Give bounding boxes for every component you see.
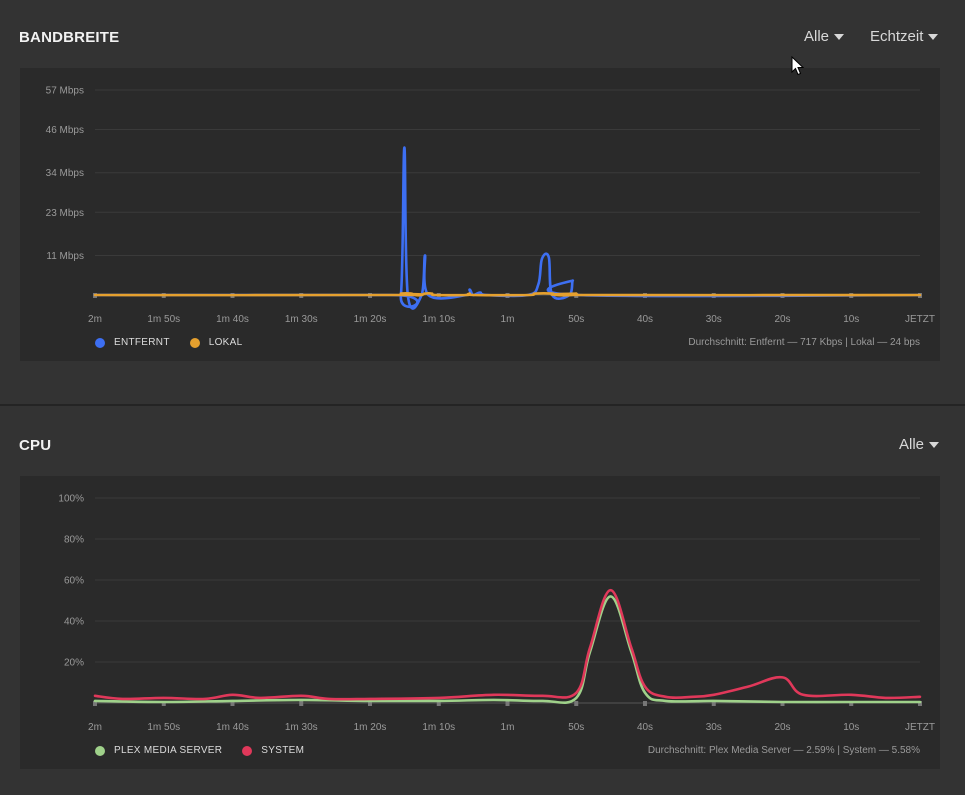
cpu-ytick-label: 40% xyxy=(64,617,84,628)
bandwidth-title: BANDBREITE xyxy=(19,29,120,46)
bandwidth-range-label: Echtzeit xyxy=(870,28,924,45)
cpu-xtick-label: 40s xyxy=(637,722,653,733)
cpu-average: Durchschnitt: Plex Media Server — 2.59% … xyxy=(647,745,920,756)
bandwidth-xtick-label: 1m 40s xyxy=(216,314,249,325)
bandwidth-section: BANDBREITE Alle Echtzeit 57 Mbps 46 Mbps 3… xyxy=(19,28,940,361)
cpu-xtick-label: 30s xyxy=(706,722,722,733)
cpu-xtick-mark xyxy=(918,701,922,706)
bandwidth-xtick-label: 40s xyxy=(637,314,653,325)
legend-dot-system xyxy=(242,745,253,756)
cpu-xtick-label: 1m 50s xyxy=(147,722,180,733)
cpu-chart-svg: 100% 80% 60% 40% 20% 2m 1m 50s 1m 40s 1m 30s 1m 2… xyxy=(58,494,935,734)
section-divider xyxy=(0,404,965,406)
cpu-xtick-label: 1m xyxy=(501,722,515,733)
chevron-down-icon xyxy=(834,34,845,40)
cpu-series-plex-media-server xyxy=(93,595,922,704)
cpu-xtick-mark xyxy=(161,701,166,706)
bandwidth-filter-dropdown[interactable]: Alle xyxy=(804,28,845,45)
cpu-ytick-label: 80% xyxy=(64,535,84,546)
cpu-xtick-label: 50s xyxy=(568,722,584,733)
cpu-ytick-label: 100% xyxy=(58,494,84,505)
bandwidth-xtick-label: 1m 50s xyxy=(147,314,180,325)
bandwidth-ytick-label: 23 Mbps xyxy=(46,208,84,219)
cpu-title: CPU xyxy=(19,437,52,454)
bandwidth-xtick-label: 1m 10s xyxy=(422,314,455,325)
cpu-xtick-label: 1m 30s xyxy=(285,722,318,733)
cpu-xtick-label: 1m 40s xyxy=(216,722,249,733)
bandwidth-series-entfernt xyxy=(93,146,922,310)
cpu-xtick-label: JETZT xyxy=(905,722,935,733)
bandwidth-series-lokal xyxy=(93,292,922,297)
cpu-ytick-label: 20% xyxy=(64,658,84,669)
cpu-series-system xyxy=(93,588,922,701)
cpu-xtick-mark xyxy=(505,701,510,706)
cpu-xtick-mark xyxy=(230,701,235,706)
legend-item-lokal[interactable]: LOKAL xyxy=(189,337,243,348)
bandwidth-average: Durchschnitt: Entfernt — 717 Kbps | Loka… xyxy=(688,337,920,348)
legend-dot-lokal xyxy=(189,337,200,348)
legend-item-entfernt[interactable]: ENTFERNT xyxy=(95,337,170,348)
chevron-down-icon xyxy=(928,34,939,40)
cpu-xtick-mark xyxy=(849,701,854,706)
cpu-section: CPU Alle 100% 80% 60% 40% 20% 2m 1m 50s 1m 40s 1… xyxy=(0,406,965,795)
bandwidth-ytick-label: 11 Mbps xyxy=(46,251,84,262)
legend-item-system[interactable]: SYSTEM xyxy=(242,745,304,756)
cpu-xtick-label: 20s xyxy=(774,722,790,733)
cpu-xtick-mark xyxy=(436,701,441,706)
cpu-xtick-mark xyxy=(780,701,785,706)
mouse-cursor-icon xyxy=(791,56,805,76)
cpu-filter-label: Alle xyxy=(899,436,925,453)
bandwidth-filter-label: Alle xyxy=(804,28,830,45)
bandwidth-range-dropdown[interactable]: Echtzeit xyxy=(870,28,939,45)
bandwidth-ytick-label: 46 Mbps xyxy=(46,125,84,136)
bandwidth-xtick-label: 1m xyxy=(501,314,515,325)
bandwidth-xtick-label: 30s xyxy=(706,314,722,325)
bandwidth-xtick-label: 1m 30s xyxy=(285,314,318,325)
bandwidth-xtick-label: JETZT xyxy=(905,314,935,325)
cpu-xtick-label: 1m 20s xyxy=(354,722,387,733)
legend-label-system: SYSTEM xyxy=(261,745,305,756)
cpu-ytick-label: 60% xyxy=(64,576,84,587)
cpu-xtick-mark xyxy=(368,701,372,706)
cpu-xtick-mark xyxy=(643,701,647,706)
cpu-chart: 100% 80% 60% 40% 20% 2m 1m 50s 1m 40s 1m 30s 1m 2… xyxy=(20,476,940,769)
chevron-down-icon xyxy=(929,442,940,448)
legend-label-entfernt: ENTFERNT xyxy=(114,337,170,348)
legend-dot-entfernt xyxy=(95,337,105,348)
bandwidth-xtick-label: 20s xyxy=(774,314,790,325)
legend-item-plex-media-server[interactable]: PLEX MEDIA SERVER xyxy=(95,745,222,756)
bandwidth-chart: 57 Mbps 46 Mbps 34 Mbps 23 Mbps 11 Mbps 2m 1m … xyxy=(20,68,940,361)
legend-label-plex-media-server: PLEX MEDIA SERVER xyxy=(114,745,223,756)
cpu-xtick-mark xyxy=(299,701,304,706)
cpu-legend: PLEX MEDIA SERVER SYSTEM xyxy=(95,745,304,756)
bandwidth-xtick-label: 2m xyxy=(88,314,102,325)
bandwidth-chart-svg: 57 Mbps 46 Mbps 34 Mbps 23 Mbps 11 Mbps 2m 1m … xyxy=(46,86,935,326)
legend-label-lokal: LOKAL xyxy=(208,337,243,348)
cpu-xtick-mark xyxy=(93,701,97,706)
bandwidth-xtick-label: 10s xyxy=(843,314,859,325)
cpu-xtick-label: 1m 10s xyxy=(422,722,455,733)
bandwidth-xtick-label: 1m 20s xyxy=(354,314,387,325)
bandwidth-xtick-label: 50s xyxy=(568,314,584,325)
cpu-xtick-label: 10s xyxy=(843,722,859,733)
cpu-xtick-mark xyxy=(711,701,716,706)
bandwidth-legend: ENTFERNT LOKAL xyxy=(95,337,242,348)
bandwidth-ytick-label: 34 Mbps xyxy=(46,168,84,179)
legend-dot-plex-media-server xyxy=(95,745,105,756)
cpu-filter-dropdown[interactable]: Alle xyxy=(899,436,940,453)
cpu-xtick-mark xyxy=(574,701,579,706)
bandwidth-ytick-label: 57 Mbps xyxy=(46,86,84,97)
cpu-xtick-label: 2m xyxy=(88,722,102,733)
